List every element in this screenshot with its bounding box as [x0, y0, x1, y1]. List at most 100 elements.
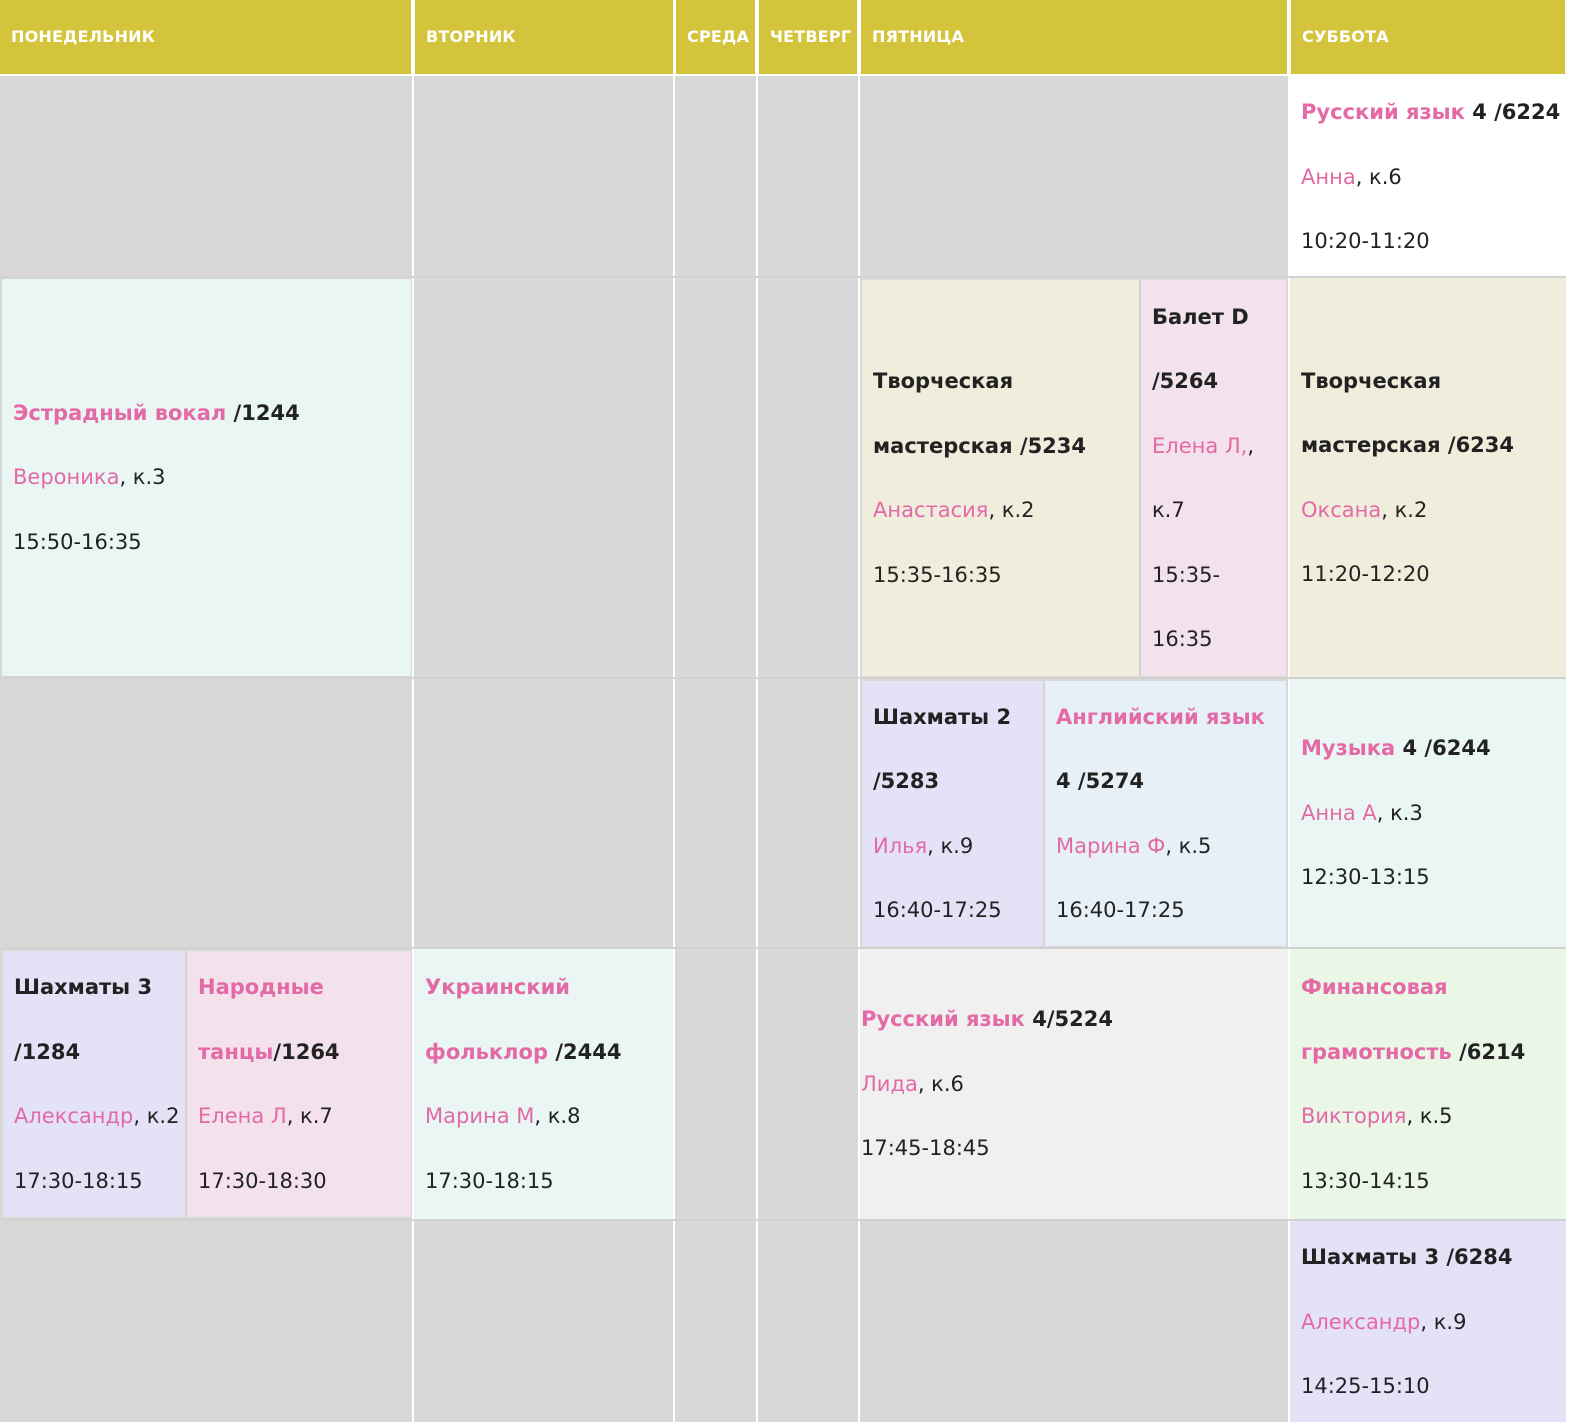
row-divider	[0, 947, 1566, 949]
lesson-card-sat-chess[interactable]: Шахматы 3 /6284 Александр, к.9 14:25-15:…	[1290, 1221, 1566, 1422]
lesson-subject-line1[interactable]: Украинский	[425, 975, 571, 999]
lesson-room: , к.3	[119, 465, 166, 490]
lesson-subject-line2[interactable]: фольклор	[425, 1039, 549, 1064]
lesson-title-line1: Творческая	[873, 369, 1014, 393]
lesson-code: /1244	[226, 400, 300, 425]
lesson-title: Шахматы 3 /6284	[1301, 1245, 1513, 1269]
column-thursday	[758, 76, 858, 1422]
lesson-title-line1: Шахматы 3	[14, 975, 153, 999]
lesson-room: , к.6	[1355, 164, 1402, 189]
lesson-subject-line2[interactable]: грамотность	[1301, 1039, 1452, 1064]
lesson-subject[interactable]: Русский язык	[1301, 100, 1465, 124]
lesson-card-mon-folk-dance[interactable]: Народные танцы/1264 Елена Л, к.7 17:30-1…	[186, 951, 411, 1217]
lesson-code: 4 /6244	[1395, 736, 1491, 761]
lesson-code: 4 /5274	[1056, 769, 1145, 793]
lesson-code: /6214	[1451, 1039, 1526, 1064]
lesson-time-line1: 15:35-	[1152, 562, 1221, 587]
lesson-teacher[interactable]: Лида	[861, 1071, 918, 1096]
lesson-title-line2: мастерская /5234	[873, 433, 1087, 458]
lesson-teacher[interactable]: Оксана	[1301, 497, 1382, 522]
lesson-teacher[interactable]: Александр	[1301, 1309, 1421, 1334]
lesson-room: , к.9	[927, 833, 974, 858]
lesson-card-fri-art[interactable]: Творческая мастерская /5234 Анастасия, к…	[862, 280, 1139, 676]
lesson-subject-line2[interactable]: танцы	[198, 1039, 274, 1064]
lesson-time: 15:50-16:35	[13, 529, 142, 554]
lesson-card-fri-russian[interactable]: Русский язык 4/5224 Лида, к.6 17:45-18:4…	[860, 949, 1288, 1219]
lesson-time: 17:30-18:15	[14, 1168, 143, 1193]
lesson-title-line1: Балет D	[1152, 304, 1249, 329]
lesson-time: 17:30-18:15	[425, 1168, 554, 1193]
lesson-room: ,	[1247, 433, 1255, 458]
lesson-time: 12:30-13:15	[1301, 865, 1430, 890]
lesson-teacher[interactable]: Виктория	[1301, 1104, 1407, 1128]
lesson-title-line2: мастерская /6234	[1301, 433, 1515, 457]
lesson-time: 10:20-11:20	[1301, 229, 1430, 253]
lesson-subject[interactable]: Музыка	[1301, 736, 1396, 761]
header-friday: ПЯТНИЦА	[861, 0, 1287, 74]
header-thursday: ЧЕТВЕРГ	[759, 0, 857, 74]
lesson-room: , к.3	[1376, 800, 1423, 825]
lesson-card-tue-ukrainian-folklore[interactable]: Украинский фольклор /2444 Марина М, к.8 …	[414, 949, 673, 1219]
lesson-time-line2: 16:35	[1152, 627, 1213, 651]
header-tuesday: ВТОРНИК	[415, 0, 673, 74]
lesson-time: 11:20-12:20	[1301, 562, 1430, 586]
lesson-teacher[interactable]: Илья	[873, 833, 928, 858]
lesson-teacher[interactable]: Вероника	[13, 465, 120, 490]
lesson-teacher[interactable]: Марина М	[425, 1104, 535, 1128]
lesson-card-fri-english[interactable]: Английский язык 4 /5274 Марина Ф, к.5 16…	[1044, 681, 1286, 946]
lesson-subject-line1[interactable]: Финансовая	[1301, 975, 1448, 999]
row-divider	[0, 1219, 1566, 1221]
lesson-teacher[interactable]: Елена Л,	[1152, 433, 1248, 458]
lesson-title-line2: /5264	[1152, 369, 1219, 393]
lesson-code: 4 /6224	[1464, 100, 1561, 124]
lesson-subject[interactable]: Эстрадный вокал	[13, 400, 227, 425]
lesson-card-fri-ballet[interactable]: Балет D /5264 Елена Л,, к.7 15:35- 16:35	[1140, 280, 1286, 676]
lesson-card-sat-art[interactable]: Творческая мастерская /6234 Оксана, к.2 …	[1290, 278, 1566, 677]
header-wednesday: СРЕДА	[676, 0, 755, 74]
lesson-code: /1264	[273, 1039, 340, 1064]
lesson-room: , к.7	[286, 1104, 333, 1128]
lesson-time: 16:40-17:25	[873, 898, 1002, 922]
lesson-room: , к.5	[1165, 833, 1212, 858]
lesson-room: , к.2	[133, 1104, 180, 1128]
lesson-subject[interactable]: Русский язык	[861, 1007, 1025, 1032]
lesson-room: , к.9	[1420, 1309, 1467, 1334]
column-wednesday	[675, 76, 756, 1422]
lesson-title-line1: Творческая	[1301, 368, 1442, 393]
lesson-code: 4/5224	[1024, 1007, 1113, 1032]
row-divider	[0, 276, 1566, 278]
lesson-time: 17:45-18:45	[861, 1136, 990, 1161]
header-monday: ПОНЕДЕЛЬНИК	[0, 0, 411, 74]
lesson-room: , к.5	[1406, 1104, 1453, 1128]
lesson-teacher[interactable]: Марина Ф	[1056, 833, 1166, 858]
lesson-card-mon-vocal[interactable]: Эстрадный вокал /1244 Вероника, к.3 15:5…	[1, 278, 412, 677]
lesson-time: 14:25-15:10	[1301, 1374, 1430, 1398]
lesson-card-mon-chess[interactable]: Шахматы 3 /1284 Александр, к.2 17:30-18:…	[3, 951, 185, 1217]
lesson-title-line1: Шахматы 2	[873, 704, 1012, 729]
lesson-teacher[interactable]: Александр	[14, 1104, 134, 1128]
lesson-card-sat-music[interactable]: Музыка 4 /6244 Анна А, к.3 12:30-13:15	[1290, 679, 1566, 947]
lesson-title-line2: /5283	[873, 769, 940, 793]
lesson-time: 17:30-18:30	[198, 1168, 327, 1193]
lesson-teacher[interactable]: Анастасия	[873, 498, 989, 522]
lesson-teacher[interactable]: Анна	[1301, 164, 1356, 189]
lesson-subject[interactable]: Английский язык	[1056, 704, 1265, 729]
header-saturday: СУББОТА	[1291, 0, 1565, 74]
lesson-room: , к.8	[534, 1104, 581, 1128]
lesson-code: /2444	[548, 1039, 622, 1064]
lesson-card-sat-finance[interactable]: Финансовая грамотность /6214 Виктория, к…	[1290, 949, 1566, 1219]
lesson-title-line2: /1284	[14, 1039, 81, 1064]
lesson-room-line2: к.7	[1152, 498, 1185, 522]
lesson-teacher[interactable]: Анна А	[1301, 800, 1377, 825]
lesson-card-fri-chess[interactable]: Шахматы 2 /5283 Илья, к.9 16:40-17:25	[862, 681, 1043, 946]
lesson-time: 15:35-16:35	[873, 562, 1002, 587]
lesson-time: 13:30-14:15	[1301, 1168, 1430, 1193]
lesson-room: , к.6	[917, 1071, 964, 1096]
lesson-teacher[interactable]: Елена Л	[198, 1104, 287, 1128]
lesson-room: , к.2	[1381, 497, 1428, 522]
lesson-room: , к.2	[988, 498, 1035, 522]
lesson-subject-line1[interactable]: Народные	[198, 975, 324, 999]
lesson-card-sat-russian[interactable]: Русский язык 4 /6224 Анна, к.6 10:20-11:…	[1290, 76, 1566, 276]
lesson-time: 16:40-17:25	[1056, 898, 1185, 922]
row-divider	[0, 677, 1566, 679]
